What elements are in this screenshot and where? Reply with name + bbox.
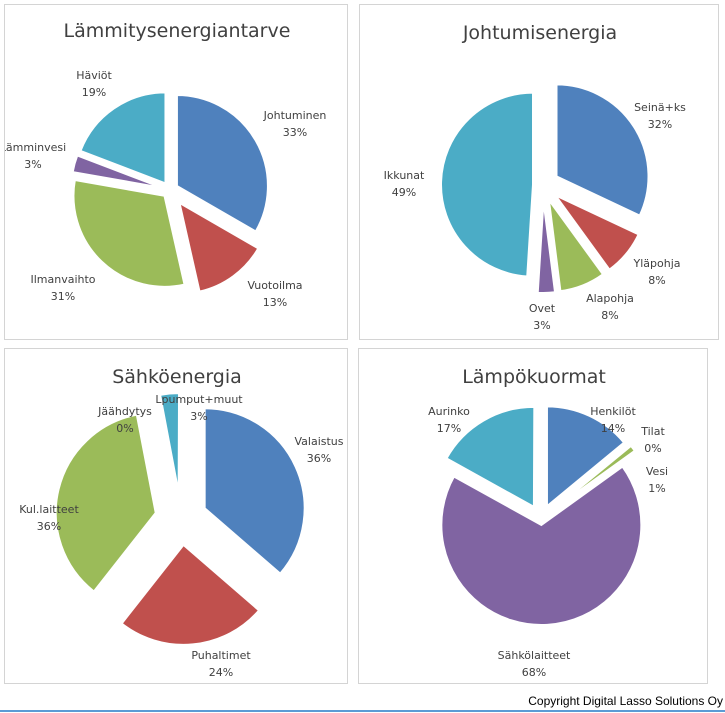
slice-label-name: Valaistus xyxy=(294,435,343,448)
pie-slice-puhaltimet xyxy=(120,543,261,646)
pie-chart-svg: Lämmitysenergiantarve Johtuminen 33% Vuotoi… xyxy=(5,20,327,309)
slice-label-value: 36% xyxy=(37,520,61,533)
slice-label-name: Yläpohja xyxy=(633,257,681,270)
slice-label-lpumput-muut: Lpumput+muut 3% xyxy=(155,393,243,423)
pie-slice-haviot xyxy=(79,91,167,185)
slice-label-seina-ks: Seinä+ks 32% xyxy=(634,101,686,131)
slice-label-kul-laitteet: Kul.laitteet 36% xyxy=(19,503,79,533)
slice-label-value: 49% xyxy=(392,186,416,199)
copyright-text: Copyright Digital Lasso Solutions Oy xyxy=(528,694,723,708)
slice-label-name: Sähkölaitteet xyxy=(498,649,571,662)
pie-slice-ylapohja xyxy=(554,194,640,272)
pie-slice-jaahdytys xyxy=(156,394,178,494)
slice-label-tilat: Tilat 0% xyxy=(640,425,665,455)
slice-label-alapohja: Alapohja 8% xyxy=(586,292,634,322)
pie-slice-ovet xyxy=(536,200,557,294)
slice-label-henkilot: Henkilöt 14% xyxy=(590,405,636,435)
slice-label-name: Henkilöt xyxy=(590,405,636,418)
slice-label-aurinko: Aurinko 17% xyxy=(428,405,470,435)
slice-label-johtuminen: Johtuminen 33% xyxy=(263,109,327,139)
slice-label-name: Alapohja xyxy=(586,292,634,305)
slice-label-lamminvesi: Lämminvesi 3% xyxy=(5,141,66,171)
slice-label-name: Tilat xyxy=(640,425,665,438)
pie-slice-aurinko xyxy=(445,405,536,509)
slice-label-value: 8% xyxy=(648,274,665,287)
pie-slice-seina-ks xyxy=(555,83,650,217)
slice-label-puhaltimet: Puhaltimet 24% xyxy=(191,649,251,679)
slice-label-name: Puhaltimet xyxy=(191,649,251,662)
slice-label-value: 3% xyxy=(190,410,207,423)
slice-label-value: 32% xyxy=(648,118,672,131)
slice-label-ylapohja: Yläpohja 8% xyxy=(633,257,681,287)
pie-slice-lpumput-muut xyxy=(158,392,181,494)
slice-label-ilmanvaihto: Ilmanvaihto 31% xyxy=(30,273,95,303)
slice-label-value: 8% xyxy=(601,309,618,322)
slice-label-jaahdytys: Jäähdytys 0% xyxy=(97,405,152,435)
pie-chart-svg: Sähköenergia Valaistus 36% Puhaltimet 24% Kul… xyxy=(19,366,344,679)
chart-title: Lämmitysenergiantarve xyxy=(64,20,291,42)
pie-slice-alapohja xyxy=(547,199,605,293)
slice-label-value: 1% xyxy=(648,482,665,495)
slice-label-name: Kul.laitteet xyxy=(19,503,79,516)
chart-panel-johtumisenergia: Johtumisenergia Seinä+ks 32% Yläpohja 8% Alap… xyxy=(359,4,719,340)
pie-chart-svg: Lämpökuormat Henkilöt 14% Tilat 0% Vesi 1% Sähk… xyxy=(428,366,668,679)
slice-label-value: 13% xyxy=(263,296,287,309)
slice-label-sahkolaitteet: Sähkölaitteet 68% xyxy=(498,649,571,679)
slice-label-name: Lpumput+muut xyxy=(155,393,243,406)
slice-label-name: Ilmanvaihto xyxy=(30,273,95,286)
pie-slice-johtuminen xyxy=(175,93,269,233)
pie-slice-kul-laitteet xyxy=(54,413,157,593)
slice-label-name: Jäähdytys xyxy=(97,405,152,418)
slice-label-value: 0% xyxy=(116,422,133,435)
slice-label-name: Lämminvesi xyxy=(5,141,66,154)
slice-label-value: 14% xyxy=(601,422,625,435)
slice-label-ikkunat: Ikkunat 49% xyxy=(384,169,425,199)
slice-label-name: Häviöt xyxy=(76,69,112,82)
chart-panel-sahkoenergia: Sähköenergia Valaistus 36% Puhaltimet 24% Kul… xyxy=(4,348,348,684)
chart-title: Sähköenergia xyxy=(112,366,242,388)
chart-panel-lammitysenergiantarve: Lämmitysenergiantarve Johtuminen 33% Vuotoi… xyxy=(4,4,348,340)
slice-label-value: 3% xyxy=(533,319,550,332)
slice-label-name: Ikkunat xyxy=(384,169,425,182)
pie-slice-ikkunat xyxy=(440,91,535,278)
slice-label-vuotoilma: Vuotoilma 13% xyxy=(247,279,302,309)
slice-label-name: Aurinko xyxy=(428,405,470,418)
slice-label-value: 19% xyxy=(82,86,106,99)
slice-label-value: 31% xyxy=(51,290,75,303)
slice-label-name: Johtuminen xyxy=(263,109,327,122)
slice-label-ovet: Ovet 3% xyxy=(529,302,556,332)
slice-label-value: 17% xyxy=(437,422,461,435)
pie-slice-valaistus xyxy=(203,407,306,576)
pie-slice-vesi xyxy=(553,444,637,511)
slice-label-name: Seinä+ks xyxy=(634,101,686,114)
pie-slice-vuotoilma xyxy=(178,200,260,293)
pie-slice-henkilot xyxy=(545,405,626,509)
bottom-rule xyxy=(0,710,725,712)
slice-label-name: Ovet xyxy=(529,302,556,315)
slice-label-valaistus: Valaistus 36% xyxy=(294,435,343,465)
slice-label-value: 0% xyxy=(644,442,661,455)
slice-label-name: Vesi xyxy=(646,465,668,478)
chart-panel-lampokuormat: Lämpökuormat Henkilöt 14% Tilat 0% Vesi 1% Sähk… xyxy=(358,348,708,684)
pie-slice-sahkolaitteet xyxy=(440,465,643,626)
slice-label-value: 33% xyxy=(283,126,307,139)
slice-label-vesi: Vesi 1% xyxy=(646,465,668,495)
slice-label-value: 24% xyxy=(209,666,233,679)
slice-label-value: 3% xyxy=(24,158,41,171)
chart-title: Lämpökuormat xyxy=(462,366,606,388)
slice-label-name: Vuotoilma xyxy=(247,279,302,292)
slice-label-haviot: Häviöt 19% xyxy=(76,69,112,99)
pie-slice-ilmanvaihto xyxy=(72,178,186,288)
slice-label-value: 68% xyxy=(522,666,546,679)
chart-title: Johtumisenergia xyxy=(462,22,617,44)
pie-slice-lamminvesi xyxy=(71,154,163,189)
slice-label-value: 36% xyxy=(307,452,331,465)
